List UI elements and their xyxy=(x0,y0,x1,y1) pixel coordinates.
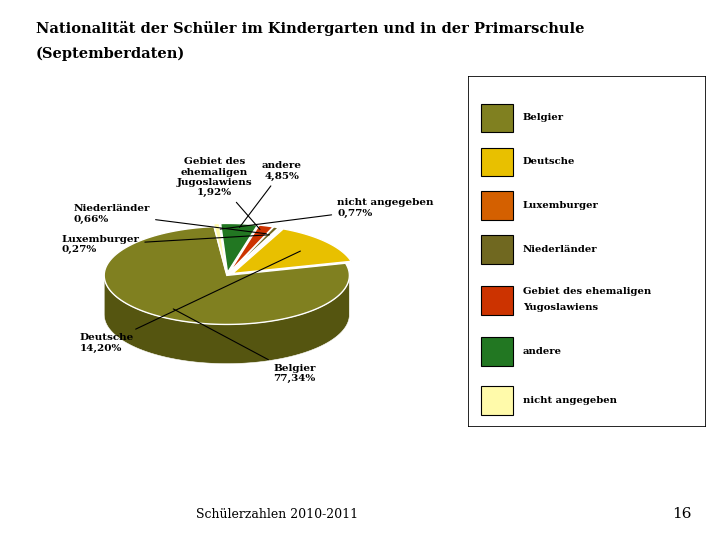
FancyBboxPatch shape xyxy=(481,235,513,264)
FancyBboxPatch shape xyxy=(481,386,513,415)
Text: Belgier: Belgier xyxy=(523,113,564,122)
Polygon shape xyxy=(233,229,351,274)
Text: Luxemburger: Luxemburger xyxy=(523,201,598,210)
Polygon shape xyxy=(104,275,349,363)
Polygon shape xyxy=(230,228,281,273)
Polygon shape xyxy=(220,224,258,273)
Text: andere
4,85%: andere 4,85% xyxy=(240,161,302,227)
Text: 16: 16 xyxy=(672,508,691,522)
Text: Niederländer
0,66%: Niederländer 0,66% xyxy=(73,205,266,234)
Text: Luxemburger
0,27%: Luxemburger 0,27% xyxy=(61,235,269,254)
Text: Niederländer: Niederländer xyxy=(523,245,598,254)
Text: Belgier
77,34%: Belgier 77,34% xyxy=(174,309,315,383)
Text: Nationalität der Schüler im Kindergarten und in der Primarschule: Nationalität der Schüler im Kindergarten… xyxy=(36,21,585,36)
FancyBboxPatch shape xyxy=(481,337,513,366)
FancyBboxPatch shape xyxy=(468,76,706,427)
Polygon shape xyxy=(213,224,226,273)
FancyBboxPatch shape xyxy=(481,286,513,315)
Text: Gebiet des ehemaligen: Gebiet des ehemaligen xyxy=(523,287,651,296)
FancyBboxPatch shape xyxy=(481,147,513,177)
Text: Deutsche: Deutsche xyxy=(523,157,575,166)
Text: (Septemberdaten): (Septemberdaten) xyxy=(36,47,185,62)
Text: Gebiet des
ehemaligen
Jugoslawiens
1,92%: Gebiet des ehemaligen Jugoslawiens 1,92% xyxy=(176,157,260,230)
Text: nicht angegeben
0,77%: nicht angegeben 0,77% xyxy=(220,198,433,229)
Polygon shape xyxy=(230,227,279,273)
Text: nicht angegeben: nicht angegeben xyxy=(523,396,616,405)
Text: andere: andere xyxy=(523,347,562,356)
Polygon shape xyxy=(104,227,349,325)
FancyBboxPatch shape xyxy=(481,104,513,132)
Text: Deutsche
14,20%: Deutsche 14,20% xyxy=(80,251,300,353)
Text: Schülerzahlen 2010-2011: Schülerzahlen 2010-2011 xyxy=(196,508,359,522)
Polygon shape xyxy=(229,225,274,273)
FancyBboxPatch shape xyxy=(481,192,513,220)
Text: Yugoslawiens: Yugoslawiens xyxy=(523,303,598,312)
